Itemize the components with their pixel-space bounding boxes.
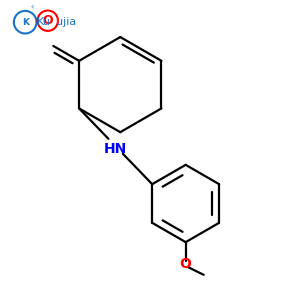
Text: O: O <box>180 257 192 272</box>
Text: ujia: ujia <box>56 17 76 27</box>
Text: K: K <box>22 18 29 27</box>
Text: °: ° <box>30 7 34 13</box>
Text: Ku: Ku <box>37 17 51 27</box>
Text: HN: HN <box>104 142 127 156</box>
Text: O: O <box>42 14 53 27</box>
